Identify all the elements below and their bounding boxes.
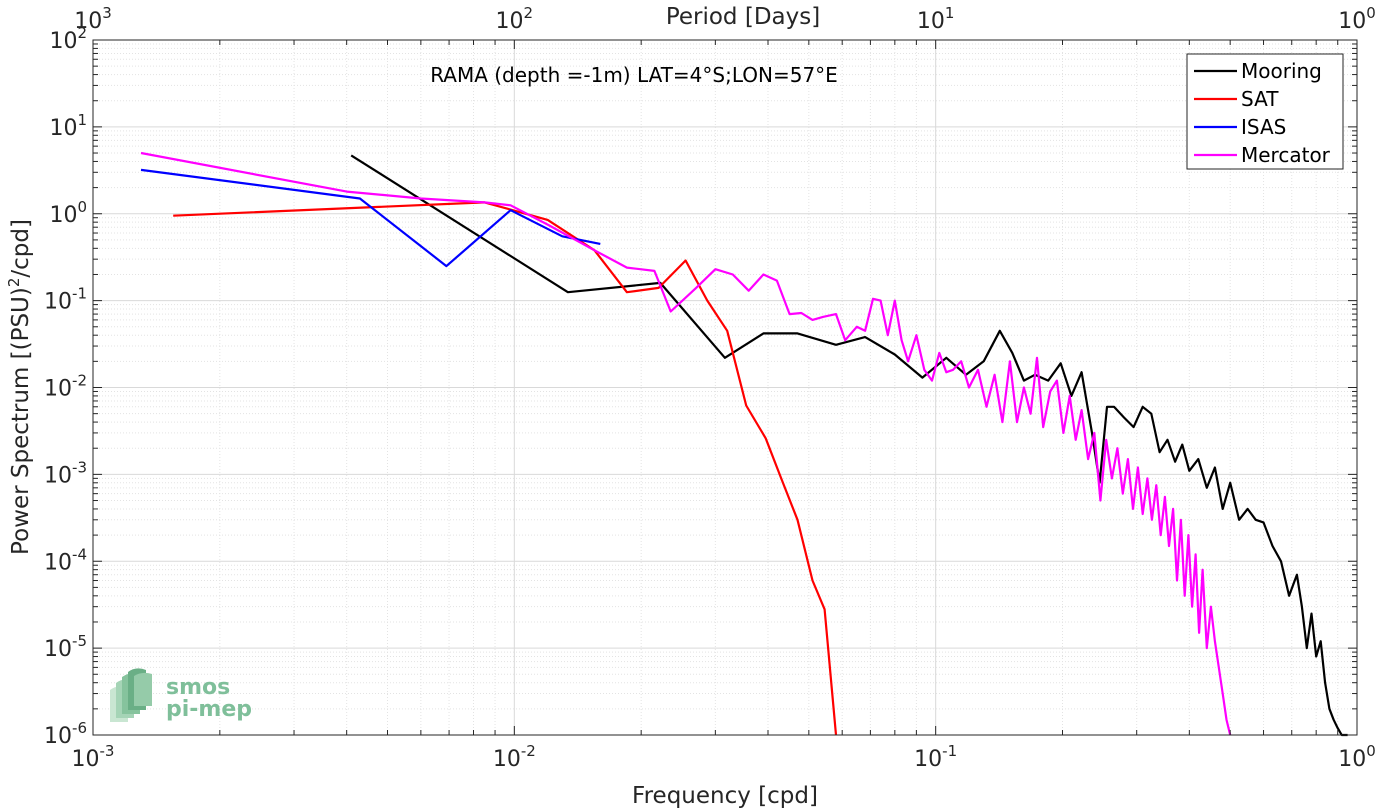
x-tick-exponent: -3 xyxy=(100,742,115,760)
x-tick-label: 10-3 xyxy=(72,742,115,772)
minor-grid xyxy=(93,40,1357,735)
series-line-mercator xyxy=(140,151,1232,736)
x-tick-base: 10 xyxy=(914,747,942,772)
legend-label-mooring: Mooring xyxy=(1241,59,1322,83)
y-tick-label: 10-3 xyxy=(44,458,87,488)
y-tick-base: 10 xyxy=(49,29,77,54)
y-tick-exponent: 0 xyxy=(77,198,87,216)
top-x-tick-label: 103 xyxy=(74,4,112,34)
y-tick-exponent: -5 xyxy=(72,632,87,650)
logo-line1: smos xyxy=(166,675,230,700)
x-tick-base: 10 xyxy=(72,747,100,772)
y-tick-exponent: -1 xyxy=(72,285,87,303)
y-tick-exponent: -2 xyxy=(72,372,87,390)
legend-label-mercator: Mercator xyxy=(1241,143,1331,167)
logo-mark xyxy=(110,668,152,722)
x-tick-label: 10-2 xyxy=(493,742,536,772)
legend-box xyxy=(1186,53,1344,170)
smos-pi-mep-logo: smos pi-mep xyxy=(110,668,252,722)
y-tick-label: 10-4 xyxy=(44,545,87,575)
y-tick-label: 10-5 xyxy=(44,632,87,662)
series-line-isas xyxy=(140,168,601,268)
y-tick-label: 102 xyxy=(49,24,87,54)
y-tick-base: 10 xyxy=(44,290,72,315)
y-tick-base: 10 xyxy=(44,724,72,749)
y-tick-base: 10 xyxy=(44,377,72,402)
y-tick-base: 10 xyxy=(44,463,72,488)
logo-line2: pi-mep xyxy=(166,697,252,722)
chart-title: RAMA (depth =-1m) LAT=4°S;LON=57°E xyxy=(430,63,838,87)
y-tick-label: 10-1 xyxy=(44,285,87,315)
ticks-layer xyxy=(92,39,1358,736)
y-tick-base: 10 xyxy=(44,550,72,575)
top-tick-base: 10 xyxy=(74,9,102,34)
top-tick-base: 10 xyxy=(917,9,945,34)
y-axis-label: Power Spectrum [(PSU)2/cpd] xyxy=(5,219,34,555)
legend-label-sat: SAT xyxy=(1241,87,1279,111)
top-tick-exponent: 1 xyxy=(945,4,955,22)
series-layer xyxy=(140,151,1348,737)
y-axis-label-main: Power Spectrum [(PSU) xyxy=(8,287,34,555)
series-line-sat xyxy=(173,201,838,736)
x-tick-label: 100 xyxy=(1338,742,1376,772)
y-tick-exponent: 2 xyxy=(77,24,87,42)
x-tick-exponent: 0 xyxy=(1366,742,1376,760)
x-tick-exponent: -2 xyxy=(521,742,536,760)
y-tick-label: 10-2 xyxy=(44,372,87,402)
y-tick-base: 10 xyxy=(44,637,72,662)
legend-label-isas: ISAS xyxy=(1241,115,1286,139)
x-tick-base: 10 xyxy=(493,747,521,772)
major-grid xyxy=(92,39,1358,736)
x-tick-base: 10 xyxy=(1338,747,1366,772)
y-tick-exponent: -6 xyxy=(72,719,87,737)
y-tick-label: 101 xyxy=(49,111,87,141)
top-tick-exponent: 0 xyxy=(1366,4,1376,22)
top-tick-base: 10 xyxy=(496,9,524,34)
x-tick-exponent: -1 xyxy=(942,742,957,760)
x-axis-label: Frequency [cpd] xyxy=(632,783,818,809)
top-tick-base: 10 xyxy=(1338,9,1366,34)
top-tick-exponent: 2 xyxy=(524,4,534,22)
y-tick-label: 10-6 xyxy=(44,719,87,749)
y-tick-label: 100 xyxy=(49,198,87,228)
top-x-tick-label: 100 xyxy=(1338,4,1376,34)
y-tick-exponent: -4 xyxy=(72,545,87,563)
y-axis-label-sup: 2 xyxy=(5,278,23,288)
x-tick-label: 10-1 xyxy=(914,742,957,772)
y-tick-base: 10 xyxy=(49,203,77,228)
y-tick-base: 10 xyxy=(49,116,77,141)
top-x-tick-label: 101 xyxy=(917,4,955,34)
y-tick-exponent: 1 xyxy=(77,111,87,129)
y-tick-exponent: -3 xyxy=(72,458,87,476)
top-x-tick-label: 102 xyxy=(496,4,534,34)
top-tick-exponent: 3 xyxy=(102,4,112,22)
top-x-axis-label: Period [Days] xyxy=(666,4,820,30)
y-axis-label-tail: /cpd] xyxy=(8,219,34,278)
legend: Mooring SAT ISAS Mercator xyxy=(1186,53,1344,170)
series-line-mooring xyxy=(350,154,1348,737)
